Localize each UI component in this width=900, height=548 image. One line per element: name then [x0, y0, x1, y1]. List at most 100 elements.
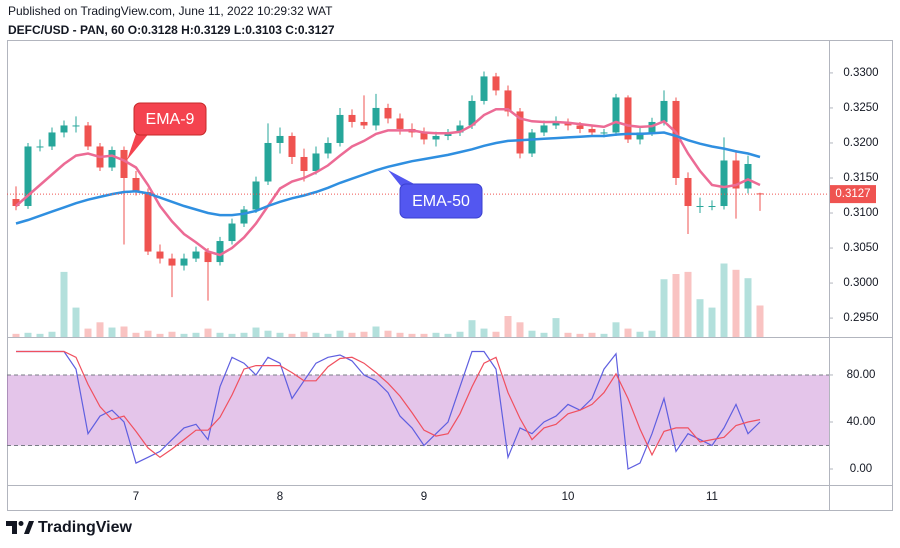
- ema-line: [15, 108, 761, 257]
- candle-body: [156, 251, 164, 259]
- y-tick-label: 0.3100: [843, 207, 878, 219]
- volume-bar: [648, 330, 656, 337]
- candle-body: [432, 135, 440, 140]
- last-price-label: 0.3127: [835, 188, 870, 200]
- candle-body: [204, 251, 212, 263]
- volume-bar: [744, 278, 752, 337]
- candle-body: [348, 114, 356, 122]
- y-tick-label: 0.3150: [843, 172, 878, 184]
- candle-body: [468, 100, 476, 126]
- volume-bar: [336, 330, 344, 337]
- candle-body: [264, 142, 272, 182]
- candle-body: [36, 146, 44, 148]
- ema9-annotation: EMA-9: [127, 102, 207, 160]
- candle-body: [168, 258, 176, 266]
- volume-bar: [576, 333, 584, 337]
- y-tick-label: 0.3300: [843, 67, 878, 79]
- logo-part: [18, 521, 24, 526]
- candle-body: [312, 153, 320, 171]
- annotation-text: EMA-9: [146, 111, 195, 128]
- volume-bar: [396, 332, 404, 337]
- candle-body: [216, 241, 224, 263]
- volume-bar: [456, 331, 464, 337]
- candle-body: [360, 121, 368, 126]
- volume-bar: [300, 331, 308, 337]
- volume-bar: [612, 322, 620, 337]
- volume-bar: [588, 332, 596, 337]
- y-tick-label: 0.00: [850, 463, 872, 475]
- candle-body: [672, 100, 680, 178]
- volume-bar: [36, 333, 44, 337]
- volume-bar: [276, 332, 284, 337]
- candle-body: [384, 107, 392, 119]
- candle-body: [300, 156, 308, 171]
- candle-body: [60, 125, 68, 133]
- volume-bar: [672, 274, 680, 337]
- volume-bar: [108, 327, 116, 337]
- volume-bar: [60, 271, 68, 337]
- candle-body: [132, 177, 140, 193]
- candle-body: [480, 76, 488, 101]
- volume-bar: [120, 326, 128, 337]
- candle-body: [492, 76, 500, 91]
- volume-bar: [732, 269, 740, 337]
- volume-bar: [156, 333, 164, 337]
- volume-bar: [324, 333, 332, 337]
- volume-bar: [708, 307, 716, 337]
- volume-bar: [636, 331, 644, 337]
- candle-body: [684, 177, 692, 207]
- y-tick-label: 0.3200: [843, 137, 878, 149]
- footer-brand: TradingView: [38, 519, 133, 536]
- volume-bar: [24, 332, 32, 337]
- x-tick-label: 8: [277, 491, 283, 503]
- candle-body: [372, 107, 380, 126]
- candle-body: [516, 111, 524, 154]
- candle-body: [540, 125, 548, 133]
- logo-part: [24, 521, 34, 534]
- candle-body: [336, 114, 344, 143]
- volume-bar: [192, 332, 200, 337]
- candle-body: [744, 163, 752, 189]
- volume-bar: [312, 332, 320, 337]
- volume-bar: [132, 332, 140, 337]
- volume-bar: [600, 333, 608, 337]
- y-tick-label: 0.2950: [843, 312, 878, 324]
- candle-body: [720, 160, 728, 207]
- volume-bar: [684, 271, 692, 337]
- ema-line: [15, 131, 761, 225]
- candle-body: [180, 258, 188, 266]
- candle-body: [612, 97, 620, 133]
- candle-body: [252, 181, 260, 210]
- x-tick-label: 7: [133, 491, 139, 503]
- candle-body: [420, 132, 428, 140]
- volume-bar: [288, 333, 296, 337]
- chart-frame: [7, 40, 893, 511]
- chart-title: Published on TradingView.com, June 11, 2…: [8, 4, 333, 18]
- volume-bar: [696, 299, 704, 337]
- volume-bar: [168, 331, 176, 337]
- volume-bar: [264, 330, 272, 337]
- candle-body: [552, 121, 560, 126]
- candle-body: [84, 125, 92, 147]
- candle-body: [192, 251, 200, 259]
- volume-bar: [216, 332, 224, 337]
- candle-body: [48, 132, 56, 147]
- volume-bar: [468, 320, 476, 337]
- candle-body: [120, 149, 128, 178]
- volume-bar: [432, 332, 440, 337]
- candle-body: [504, 90, 512, 112]
- annotation-text: EMA-50: [412, 193, 470, 210]
- candle-body: [72, 125, 80, 127]
- volume-bar: [84, 328, 92, 337]
- candle-body: [276, 135, 284, 143]
- annotation-box: [399, 183, 483, 219]
- candle-body: [588, 128, 596, 133]
- candle-body: [288, 135, 296, 157]
- candle-body: [108, 149, 116, 168]
- candle-body: [576, 125, 584, 129]
- volume-bar: [408, 333, 416, 337]
- footer-logo: [6, 521, 34, 534]
- last-price-box: [830, 185, 876, 204]
